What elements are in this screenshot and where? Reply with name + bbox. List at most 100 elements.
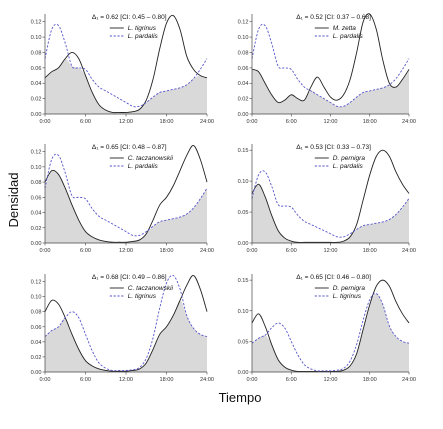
series-line-solid	[44, 145, 208, 243]
overlap-coefficient-label: Δ₁ = 0.52 [CI: 0.37 – 0.68]	[296, 14, 371, 21]
y-tick-label: 0.04	[31, 340, 42, 346]
series-line-dashed	[251, 170, 410, 238]
legend-label-solid: D. pernigra	[333, 285, 366, 292]
y-tick-label: 0.06	[31, 195, 42, 201]
x-tick-label: 0:00	[247, 248, 258, 254]
overlap-coefficient-label: Δ₁ = 0.53 [CI: 0.33 – 0.73]	[296, 144, 371, 151]
panel-4: 0.00 0.05 0.10 0.15 0:00 6:00 12:00 18:00 24:00 Δ…	[238, 144, 416, 254]
y-tick-label: 0.05	[238, 339, 249, 345]
legend-label-solid: M. zetta	[333, 25, 357, 32]
y-tick-label: 0.12	[31, 20, 42, 26]
x-tick-label: 6:00	[80, 119, 91, 125]
y-tick-label: 0.06	[31, 66, 42, 72]
x-tick-label: 12:00	[119, 248, 133, 254]
legend-label-dashed: L. pardalis	[333, 33, 364, 40]
y-tick-label: 0.05	[238, 210, 249, 216]
panel-6: 0.00 0.05 0.10 0.15 0:00 6:00 12:00 18:00 24:00 Δ…	[238, 274, 416, 383]
y-tick-label: 0.10	[238, 35, 249, 41]
y-tick-label: 0.08	[31, 180, 42, 186]
legend-label-solid: L. tigrinus	[128, 25, 157, 32]
y-tick-label: 0.00	[238, 241, 249, 247]
series-line-solid	[251, 13, 410, 104]
x-tick-label: 6:00	[286, 119, 297, 125]
legend-label-dashed: L. tigrinus	[333, 293, 362, 300]
figure-y-label: Densidad	[6, 173, 21, 228]
y-tick-label: 0.04	[238, 81, 249, 87]
x-tick-label: 12:00	[324, 248, 338, 254]
series-line-solid	[44, 14, 208, 114]
y-tick-label: 0.02	[31, 355, 42, 361]
x-tick-label: 12:00	[119, 377, 133, 383]
panel-2: 0.00 0.02 0.04 0.06 0.08 0.10 0.12 0:00 6:00 12:0…	[238, 13, 416, 125]
x-tick-label: 24:00	[200, 248, 214, 254]
x-tick-label: 6:00	[286, 377, 297, 383]
legend-label-solid: D. pernigra	[333, 155, 366, 162]
legend-label-dashed: L. pardalis	[128, 33, 159, 40]
x-tick-label: 12:00	[324, 119, 338, 125]
overlap-area	[252, 184, 409, 243]
y-tick-label: 0.04	[31, 81, 42, 87]
series-line-solid	[251, 279, 410, 372]
legend-label-dashed: L. pardalis	[333, 163, 364, 170]
panels-group: 0.00 0.02 0.04 0.06 0.08 0.10 0.12 0:00 6:00 12:0…	[31, 13, 416, 383]
x-tick-label: 24:00	[200, 377, 214, 383]
x-tick-label: 12:00	[324, 377, 338, 383]
overlap-area	[45, 169, 207, 243]
y-tick-label: 0.08	[238, 50, 249, 56]
y-tick-label: 0.10	[238, 179, 249, 185]
x-tick-label: 18:00	[160, 119, 174, 125]
panel-1: 0.00 0.02 0.04 0.06 0.08 0.10 0.12 0:00 6:00 12:0…	[31, 14, 214, 125]
overlap-coefficient-label: Δ₁ = 0.62 [CI: 0.45 – 0.80]	[92, 14, 167, 21]
x-tick-label: 0:00	[247, 119, 258, 125]
series-line-solid	[251, 149, 410, 243]
y-tick-label: 0.00	[31, 112, 42, 118]
overlap-area	[45, 58, 207, 114]
y-tick-label: 0.06	[31, 325, 42, 331]
x-tick-label: 6:00	[80, 248, 91, 254]
y-tick-label: 0.00	[238, 370, 249, 376]
y-tick-label: 0.04	[31, 211, 42, 217]
overlap-coefficient-label: Δ₁ = 0.65 [CI: 0.48 – 0.87]	[92, 144, 167, 151]
x-tick-label: 0:00	[40, 248, 51, 254]
x-tick-label: 0:00	[40, 119, 51, 125]
x-tick-label: 24:00	[402, 119, 416, 125]
overlap-area	[45, 300, 207, 372]
y-tick-label: 0.15	[238, 278, 249, 284]
y-tick-label: 0.00	[31, 370, 42, 376]
y-tick-label: 0.10	[31, 165, 42, 171]
y-tick-label: 0.12	[31, 280, 42, 286]
series-line-dashed	[251, 293, 410, 372]
y-tick-label: 0.00	[31, 241, 42, 247]
legend-label-dashed: L. pardalis	[128, 163, 159, 170]
y-tick-label: 0.00	[238, 112, 249, 118]
x-tick-label: 12:00	[119, 119, 133, 125]
x-tick-label: 6:00	[286, 248, 297, 254]
y-tick-label: 0.10	[238, 309, 249, 315]
legend-label-dashed: L. tigrinus	[128, 293, 157, 300]
y-tick-label: 0.02	[238, 97, 249, 103]
y-tick-label: 0.10	[31, 295, 42, 301]
y-tick-label: 0.06	[238, 66, 249, 72]
x-tick-label: 18:00	[160, 377, 174, 383]
x-tick-label: 18:00	[363, 248, 377, 254]
overlap-area	[252, 293, 409, 372]
series-line-dashed	[44, 274, 208, 372]
y-tick-label: 0.08	[31, 310, 42, 316]
overlap-coefficient-label: Δ₁ = 0.68 [CI: 0.49 – 0.86]	[92, 274, 167, 281]
y-tick-label: 0.08	[31, 50, 42, 56]
x-tick-label: 18:00	[160, 248, 174, 254]
x-tick-label: 24:00	[200, 119, 214, 125]
x-tick-label: 24:00	[402, 377, 416, 383]
series-line-dashed	[44, 153, 208, 237]
y-tick-label: 0.02	[31, 97, 42, 103]
panel-5: 0.00 0.02 0.04 0.06 0.08 0.10 0.12 0:00 6:00 12:0…	[31, 274, 214, 383]
panel-3: 0.00 0.02 0.04 0.06 0.08 0.10 0.12 0:00 6:00 12:0…	[31, 144, 214, 254]
y-tick-label: 0.12	[238, 20, 249, 26]
y-tick-label: 0.12	[31, 150, 42, 156]
y-tick-label: 0.02	[31, 226, 42, 232]
x-tick-label: 0:00	[40, 377, 51, 383]
y-tick-label: 0.15	[238, 148, 249, 154]
x-tick-label: 6:00	[80, 377, 91, 383]
series-line-dashed	[251, 23, 410, 108]
